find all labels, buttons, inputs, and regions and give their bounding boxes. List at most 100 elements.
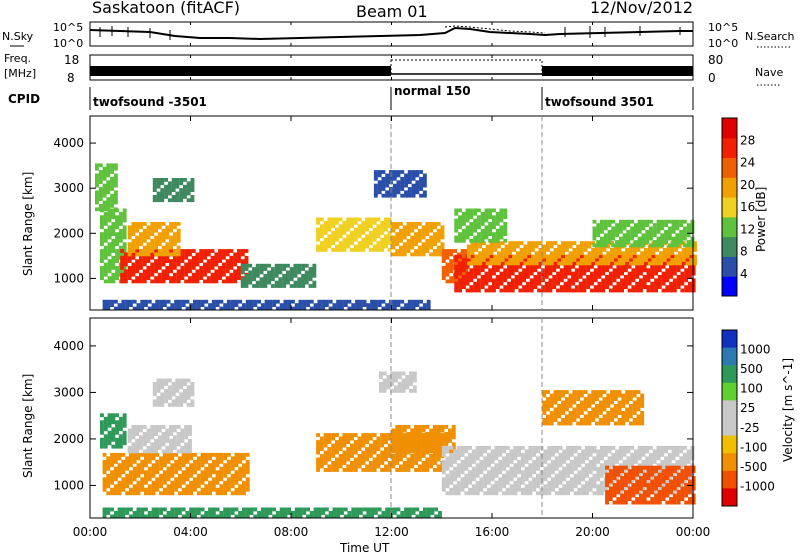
velocity-cell: [532, 484, 536, 488]
power-cell: [301, 284, 305, 288]
power-colorbar-tick: 4: [740, 267, 748, 281]
velocity-cell: [624, 501, 628, 505]
power-cell: [469, 239, 473, 243]
velocity-cell: [108, 434, 112, 438]
velocity-cell: [193, 481, 197, 485]
power-cell: [261, 303, 265, 307]
velocity-cell: [581, 467, 585, 471]
power-cell: [678, 258, 682, 262]
velocity-cell: [464, 460, 468, 464]
velocity-cell: [316, 447, 320, 451]
velocity-cell: [591, 408, 595, 412]
velocity-cell: [593, 467, 597, 471]
velocity-cell: [201, 488, 205, 492]
power-cell: [354, 238, 358, 242]
velocity-cell: [167, 488, 171, 492]
power-cell: [449, 263, 453, 267]
power-cell: [180, 259, 184, 263]
power-cell: [593, 237, 597, 241]
power-cell: [162, 239, 166, 243]
power-cell: [339, 241, 343, 245]
velocity-cell: [444, 432, 448, 436]
velocity-cell: [624, 494, 628, 498]
power-cell: [110, 201, 114, 205]
power-cell: [549, 268, 553, 272]
velocity-cell: [339, 461, 343, 465]
velocity-cell: [591, 418, 595, 422]
power-cell: [164, 185, 168, 189]
velocity-cell: [570, 467, 574, 471]
power-cell: [677, 265, 681, 269]
power-cell: [662, 265, 666, 269]
velocity-cell: [613, 473, 617, 477]
power-cell: [158, 242, 162, 246]
power-cell: [343, 231, 347, 235]
velocity-cell: [495, 456, 499, 460]
power-cell: [150, 232, 154, 236]
power-cell: [331, 241, 335, 245]
power-cell: [395, 222, 399, 226]
power-cell: [565, 262, 569, 266]
velocity-cell: [384, 433, 388, 437]
velocity-cell: [433, 446, 437, 450]
power-cell: [400, 300, 404, 304]
power-cell: [359, 300, 363, 304]
velocity-cell: [410, 446, 414, 450]
velocity-cell: [208, 474, 212, 478]
velocity-cell: [441, 429, 445, 433]
power-cell: [324, 245, 328, 249]
power-cell: [103, 184, 107, 188]
power-cell: [188, 276, 192, 280]
power-cell: [642, 244, 646, 248]
velocity-cell: [403, 446, 407, 450]
velocity-cell: [640, 411, 644, 415]
velocity-cell: [178, 508, 182, 512]
power-colorbar-tick: 8: [740, 245, 748, 259]
velocity-cell: [335, 461, 339, 465]
velocity-cell: [672, 449, 676, 453]
velocity-cell: [437, 442, 441, 446]
power-cell: [309, 284, 313, 288]
power-cell: [478, 262, 482, 266]
velocity-cell: [422, 435, 426, 439]
velocity-cell: [452, 429, 456, 433]
power-colorbar-swatch: [722, 158, 737, 178]
cpid-segment-3: twofsound 3501: [545, 95, 654, 109]
velocity-cell: [178, 491, 182, 495]
velocity-cell: [437, 449, 441, 453]
power-cell: [606, 251, 610, 255]
velocity-cell: [647, 490, 651, 494]
power-cell: [505, 255, 509, 259]
power-cell: [263, 274, 267, 278]
velocity-cell: [448, 435, 452, 439]
velocity-cell: [164, 382, 168, 386]
power-cell: [392, 239, 396, 243]
velocity-cell: [115, 441, 119, 445]
velocity-cell: [638, 456, 642, 460]
power-cell: [626, 237, 630, 241]
velocity-cell: [174, 470, 178, 474]
power-cell: [370, 300, 374, 304]
velocity-cell: [630, 460, 634, 464]
power-cell: [316, 245, 320, 249]
velocity-cell: [380, 440, 384, 444]
power-cell: [673, 272, 677, 276]
power-cell: [560, 272, 564, 276]
velocity-cell: [629, 404, 633, 408]
velocity-cell: [384, 468, 388, 472]
power-cell: [233, 273, 237, 277]
power-cell: [501, 248, 505, 252]
velocity-cell: [638, 453, 642, 457]
power-cell: [211, 266, 215, 270]
power-cell: [526, 275, 530, 279]
power-cell: [320, 231, 324, 235]
velocity-cell: [502, 474, 506, 478]
power-cell: [580, 251, 584, 255]
power-cell: [229, 273, 233, 277]
velocity-cell: [235, 456, 239, 460]
power-cell: [153, 188, 157, 192]
power-cell: [111, 215, 115, 219]
power-cell: [335, 245, 339, 249]
velocity-cell: [418, 429, 422, 433]
power-cell: [601, 285, 605, 289]
